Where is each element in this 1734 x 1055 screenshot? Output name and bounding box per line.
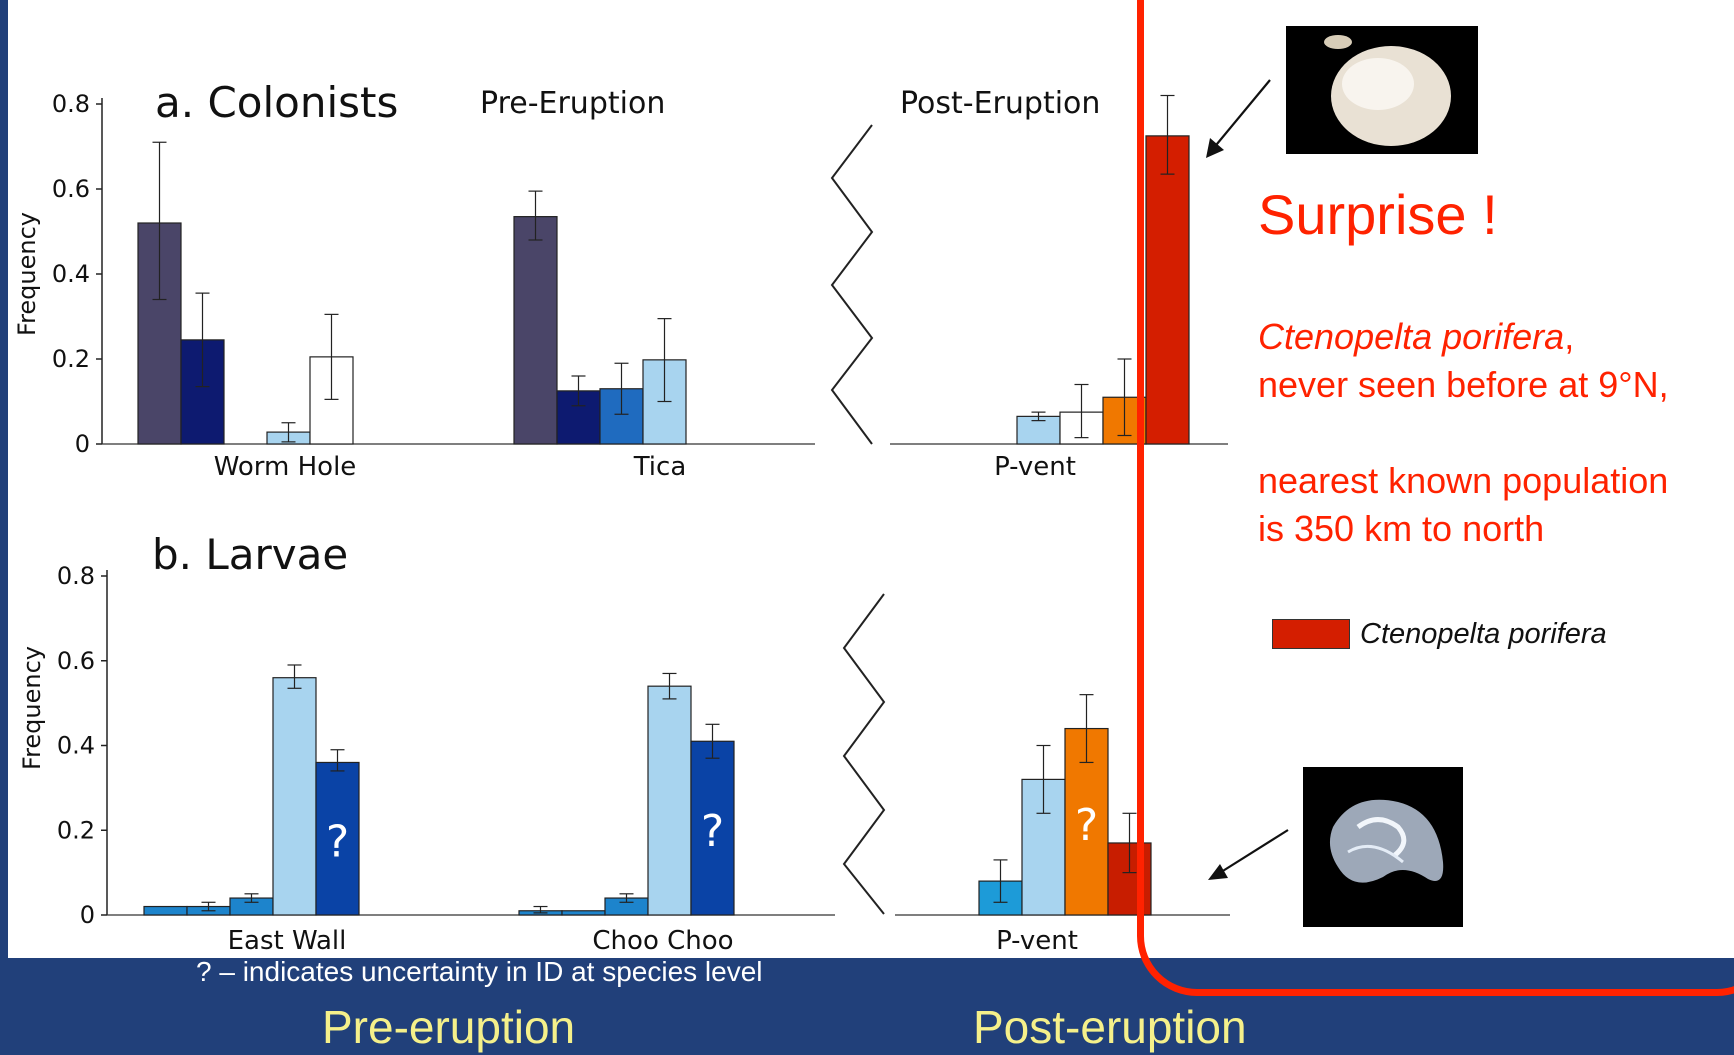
bar: [647, 685, 692, 916]
species-name: Ctenopelta porifera: [1258, 316, 1565, 357]
y-tick-label: 0.2: [52, 345, 90, 373]
y-tick-label: 0.4: [57, 732, 95, 760]
y-tick-label: 0: [80, 901, 95, 929]
callout-line-4: is 350 km to north: [1258, 508, 1545, 549]
post-eruption-label: Post-Eruption: [900, 86, 1101, 121]
axis-break-top: [830, 124, 874, 445]
uncertainty-note: ? – indicates uncertainty in ID at speci…: [196, 956, 763, 987]
bar: [561, 910, 606, 916]
axis-break-bottom: [842, 593, 886, 915]
y-tick-label: 0: [75, 430, 90, 458]
uncertain-mark: ?: [1075, 800, 1098, 851]
callout-line-1: Ctenopelta porifera,: [1258, 316, 1574, 358]
y-tick-label: 0.6: [52, 175, 90, 203]
arrow-bottom: [1217, 829, 1289, 875]
species-comma: ,: [1564, 316, 1575, 357]
y-axis-label: Frequency: [13, 212, 41, 336]
bar: [143, 905, 188, 916]
group-label-pvent-a: P-vent: [994, 452, 1076, 482]
bar: [1145, 135, 1190, 445]
bar: [272, 677, 317, 916]
limpet-shell-photo: [1286, 26, 1478, 154]
legend-swatch: [1272, 619, 1350, 649]
callout-line-2: never seen before at 9°N,: [1258, 364, 1669, 405]
y-tick-label: 0.4: [52, 260, 90, 288]
group-label-worm-hole: Worm Hole: [213, 452, 357, 482]
pre-eruption-label: Pre-Eruption: [480, 86, 666, 121]
y-tick-label: 0.2: [57, 816, 95, 844]
y-tick-label: 0.8: [57, 562, 95, 590]
footer-pre-eruption: Pre-eruption: [322, 1001, 576, 1053]
arrow-top: [1211, 79, 1271, 151]
chart-larvae: 0 0.2 0.4 0.6 0.8 Frequency???: [18, 562, 1230, 929]
y-tick-label: 0.6: [57, 647, 95, 675]
chart-a-title: a. Colonists: [155, 78, 399, 127]
group-label-tica: Tica: [633, 452, 687, 482]
y-tick-label: 0.8: [52, 90, 90, 118]
arrow-bottom-head: [1208, 864, 1228, 880]
surprise-heading: Surprise !: [1258, 183, 1498, 246]
uncertain-mark: ?: [326, 817, 349, 868]
chart-b-title: b. Larvae: [152, 530, 349, 579]
arrow-top-head: [1206, 138, 1224, 158]
highlight-frame: [1137, 0, 1734, 996]
y-axis-label: Frequency: [18, 646, 46, 770]
legend: Ctenopelta porifera: [1272, 618, 1607, 650]
group-label-choo-choo: Choo Choo: [592, 926, 734, 956]
uncertain-mark: ?: [701, 806, 724, 857]
legend-label: Ctenopelta porifera: [1360, 617, 1607, 650]
bar: [315, 761, 360, 916]
group-label-pvent-b: P-vent: [996, 926, 1078, 956]
footer-post-eruption: Post-eruption: [973, 1001, 1247, 1053]
chart-colonists: 0 0.2 0.4 0.6 0.8 Frequency: [13, 90, 1228, 458]
bar: [513, 216, 558, 445]
axis-breaks: [830, 79, 1289, 915]
callout-line-3: nearest known population: [1258, 460, 1669, 501]
larva-shell-photo: [1303, 767, 1463, 927]
group-label-east-wall: East Wall: [227, 926, 347, 956]
